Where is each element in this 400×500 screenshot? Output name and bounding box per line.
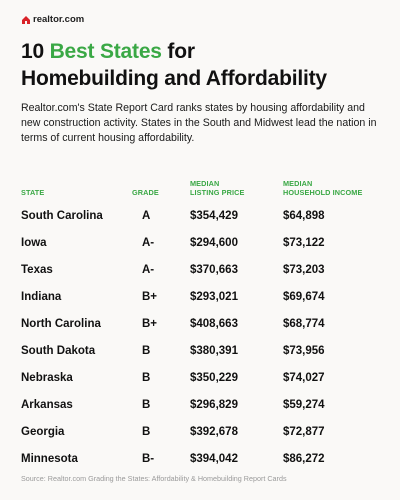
state-cell: Texas [21,264,53,276]
table-row: Indiana B+ $293,021 $69,674 [21,284,381,311]
price-cell: $354,429 [190,210,238,222]
grade-cell: A [142,210,151,222]
price-cell: $394,042 [190,453,238,465]
table-row: South Carolina A $354,429 $64,898 [21,203,381,230]
state-cell: Indiana [21,291,62,303]
income-cell: $72,877 [283,426,325,438]
grade-cell: A- [142,237,155,249]
header-price-line2: LISTING PRICE [190,188,245,197]
header-income: MEDIAN HOUSEHOLD INCOME [283,179,362,197]
income-cell: $86,272 [283,453,325,465]
table-row: Minnesota B- $394,042 $86,272 [21,446,381,473]
header-state: STATE [21,188,45,197]
header-income-line2: HOUSEHOLD INCOME [283,188,363,197]
state-cell: North Carolina [21,318,101,330]
grade-cell: A- [142,264,155,276]
header-income-line1: MEDIAN [283,179,313,188]
income-cell: $64,898 [283,210,325,222]
description: Realtor.com's State Report Card ranks st… [21,102,377,144]
table-row: South Dakota B $380,391 $73,956 [21,338,381,365]
grade-cell: B [142,372,151,384]
income-cell: $73,203 [283,264,325,276]
income-cell: $68,774 [283,318,325,330]
state-cell: Georgia [21,426,65,438]
table-row: Arkansas B $296,829 $59,274 [21,392,381,419]
logo-text: realtor.com [33,14,85,25]
grade-cell: B+ [142,291,158,303]
grade-cell: B [142,345,151,357]
house-icon [22,15,30,24]
price-cell: $294,600 [190,237,238,249]
price-cell: $370,663 [190,264,238,276]
price-cell: $380,391 [190,345,238,357]
grade-cell: B- [142,453,155,465]
title-line2: Homebuilding and Affordability [21,67,327,90]
title-accent: Best States [49,40,162,63]
price-cell: $350,229 [190,372,238,384]
state-cell: Minnesota [21,453,78,465]
header-price-line1: MEDIAN [190,179,220,188]
table-row: Texas A- $370,663 $73,203 [21,257,381,284]
price-cell: $296,829 [190,399,238,411]
state-cell: Nebraska [21,372,73,384]
table-row: North Carolina B+ $408,663 $68,774 [21,311,381,338]
state-cell: Arkansas [21,399,73,411]
grade-cell: B [142,399,151,411]
table-row: Nebraska B $350,229 $74,027 [21,365,381,392]
income-cell: $59,274 [283,399,325,411]
realtor-logo: realtor.com [21,14,84,25]
page-title: 10 Best States for Homebuilding and Affo… [21,38,381,92]
table-header: STATE GRADE MEDIAN LISTING PRICE MEDIAN … [21,173,381,197]
state-cell: Iowa [21,237,47,249]
header-price: MEDIAN LISTING PRICE [190,179,244,197]
table-row: Iowa A- $294,600 $73,122 [21,230,381,257]
grade-cell: B [142,426,151,438]
table-row: Georgia B $392,678 $72,877 [21,419,381,446]
state-cell: South Carolina [21,210,103,222]
price-cell: $392,678 [190,426,238,438]
price-cell: $408,663 [190,318,238,330]
income-cell: $73,956 [283,345,325,357]
income-cell: $74,027 [283,372,325,384]
title-suffix: for [161,40,195,63]
source-note: Source: Realtor.com Grading the States: … [21,474,287,483]
state-cell: South Dakota [21,345,96,357]
price-cell: $293,021 [190,291,238,303]
grade-cell: B+ [142,318,158,330]
income-cell: $73,122 [283,237,325,249]
header-grade: GRADE [132,188,159,197]
income-cell: $69,674 [283,291,325,303]
title-prefix: 10 [21,40,50,63]
table-body: South Carolina A $354,429 $64,898 Iowa A… [21,203,381,473]
